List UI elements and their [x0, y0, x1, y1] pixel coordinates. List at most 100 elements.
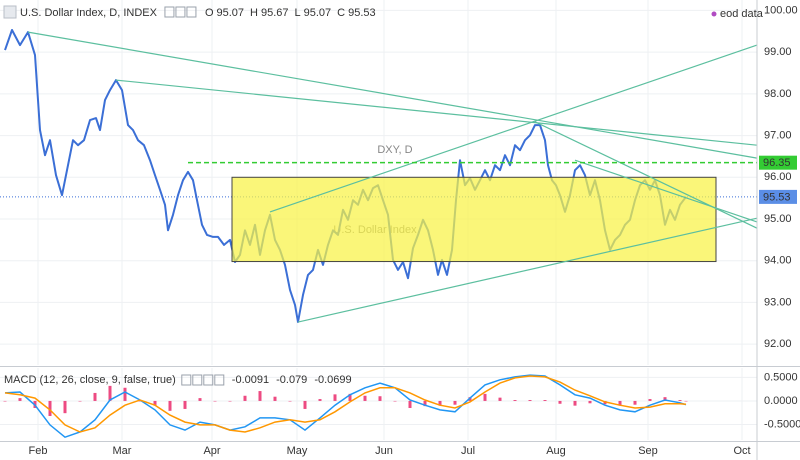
level-badge — [759, 155, 797, 170]
y-tick-label: -0.5000 — [764, 418, 800, 430]
chart-title: U.S. Dollar Index, D, INDEX — [20, 7, 158, 19]
price-badge-label: 95.53 — [763, 191, 791, 203]
y-tick-label: 99.00 — [764, 46, 792, 58]
x-tick-label: Jun — [375, 445, 393, 457]
histogram-bar — [663, 397, 667, 401]
histogram-bar — [558, 400, 562, 404]
histogram-bar — [273, 396, 277, 401]
histogram-bar — [378, 396, 382, 401]
histogram-bar — [543, 400, 547, 401]
y-tick-label: 96.00 — [764, 171, 792, 183]
x-tick-label: May — [287, 445, 308, 457]
main-layer — [0, 29, 758, 439]
toolbar-icon — [181, 374, 192, 386]
trendline — [27, 31, 758, 159]
indicator-value: -0.0699 — [314, 374, 351, 386]
y-tick-label: 97.00 — [764, 129, 792, 141]
histogram-bar — [198, 398, 202, 401]
ohlc-key: L — [295, 7, 301, 19]
x-tick-label: Mar — [113, 445, 132, 457]
level-badge-label: 96.35 — [763, 157, 791, 169]
ohlc-value: 95.07 — [304, 7, 332, 19]
trendline — [574, 159, 758, 223]
ohlc-value: 95.53 — [348, 7, 376, 19]
x-tick-label: Feb — [29, 445, 48, 457]
toolbar-icon — [175, 6, 186, 18]
histogram-bar — [678, 400, 682, 401]
histogram-bar — [393, 400, 397, 402]
trendline — [115, 79, 758, 146]
histogram-bar — [363, 395, 367, 401]
macd-line — [4, 374, 687, 439]
histogram-bar — [123, 387, 127, 401]
histogram-bar — [48, 400, 52, 416]
x-tick-label: Oct — [733, 445, 750, 457]
toolbar-icon — [164, 6, 175, 18]
histogram-bar — [498, 397, 502, 401]
indicator-value: -0.079 — [276, 374, 307, 386]
ohlc-key: O — [205, 7, 214, 19]
histogram-bar — [168, 400, 172, 411]
histogram-bar — [213, 400, 217, 402]
x-tick-label: Aug — [546, 445, 566, 457]
ohlc-value: 95.07 — [217, 7, 245, 19]
y-tick-label: 93.00 — [764, 296, 792, 308]
toolbar-icon — [203, 374, 214, 386]
y-tick-label: 98.00 — [764, 88, 792, 100]
histogram-bar — [513, 400, 517, 401]
histogram-bar — [183, 400, 187, 409]
histogram-bar — [63, 400, 67, 414]
histogram-bar — [228, 400, 232, 402]
y-tick-label: 94.00 — [764, 255, 792, 267]
histogram-bar — [453, 400, 457, 405]
histogram-bar — [438, 400, 442, 406]
price-badge — [759, 189, 797, 204]
y-tick-label: 100.00 — [764, 4, 798, 16]
y-tick-label: 95.00 — [764, 213, 792, 225]
histogram-bar — [573, 400, 577, 406]
histogram-bar — [483, 393, 487, 401]
histogram-bar — [348, 393, 352, 401]
histogram-bar — [18, 398, 22, 401]
histogram-bar — [528, 400, 532, 401]
histogram-bar — [288, 400, 292, 402]
histogram-bar — [333, 394, 337, 401]
symbol-icon — [3, 5, 17, 19]
macd-line — [4, 375, 687, 433]
trendline — [534, 121, 758, 229]
toolbar-icon — [186, 6, 197, 18]
histogram-bar — [648, 399, 652, 401]
histogram-bar — [78, 400, 82, 402]
y-tick-label: 92.00 — [764, 338, 792, 350]
watermark: DXY, D — [377, 144, 412, 156]
y-tick-label: 0.0000 — [764, 395, 798, 407]
histogram-bar — [633, 400, 637, 405]
data-source: eod data — [720, 8, 764, 20]
ohlc-key: H — [250, 7, 258, 19]
range-rectangle — [231, 176, 717, 263]
y-tick-label: 0.5000 — [764, 371, 798, 383]
histogram-bar — [258, 391, 262, 401]
ohlc-value: 95.67 — [261, 7, 289, 19]
histogram-bar — [93, 392, 97, 401]
histogram-bar — [108, 385, 112, 401]
histogram-bar — [408, 400, 412, 408]
histogram-bar — [153, 400, 157, 406]
indicator-title: MACD (12, 26, close, 9, false, true) — [4, 374, 176, 386]
histogram-bar — [618, 400, 622, 406]
trendline — [297, 217, 758, 323]
histogram-bar — [243, 395, 247, 401]
x-tick-label: Apr — [203, 445, 220, 457]
trendline — [269, 44, 758, 213]
histogram-bar — [684, 400, 688, 402]
toolbar-icon — [192, 374, 203, 386]
histogram-bar — [3, 400, 7, 402]
source-dot — [711, 11, 717, 17]
x-tick-label: Sep — [638, 445, 658, 457]
histogram-bar — [138, 400, 142, 402]
histogram-bar — [423, 400, 427, 407]
histogram-bar — [303, 400, 307, 409]
x-tick-label: Jul — [461, 445, 475, 457]
